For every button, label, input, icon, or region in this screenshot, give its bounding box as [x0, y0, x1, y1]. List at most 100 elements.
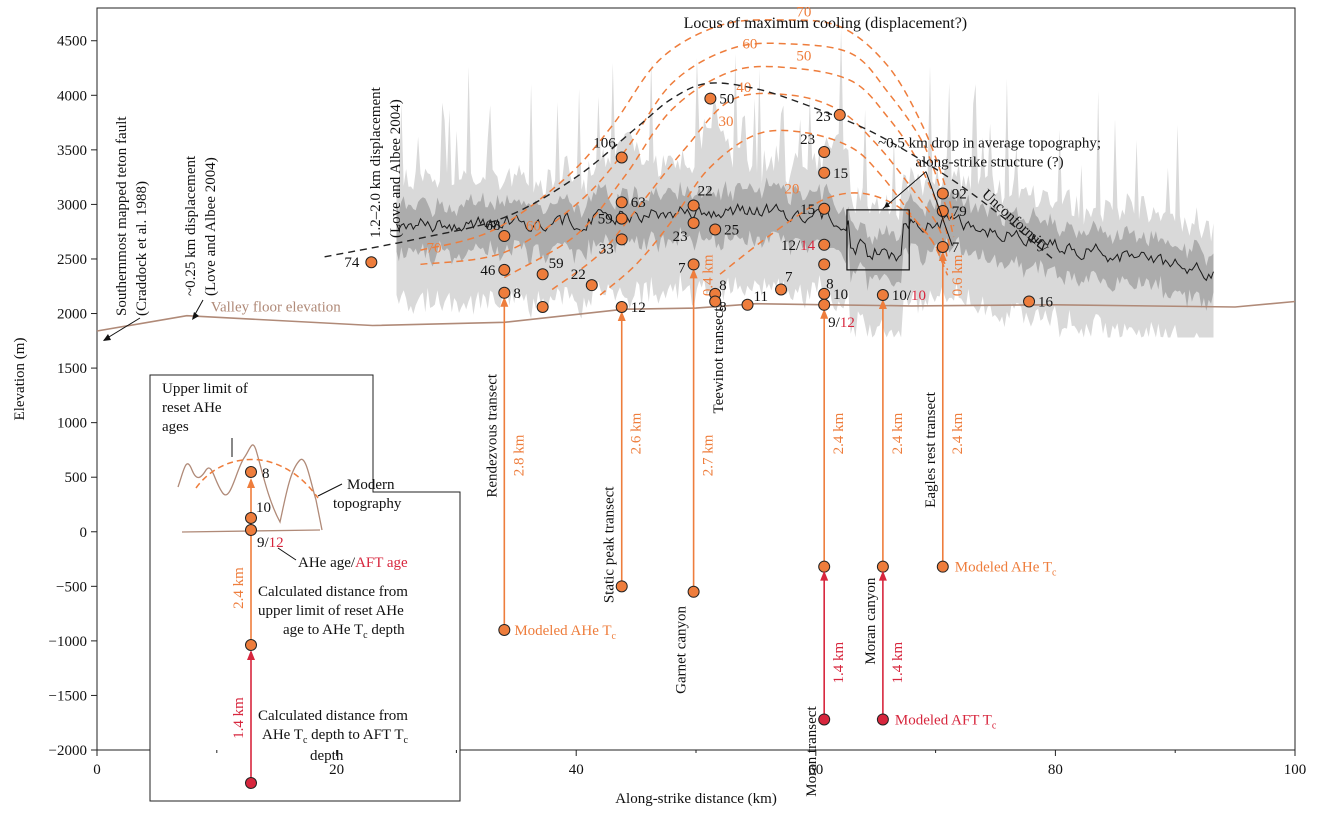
- sample-point: [615, 196, 628, 209]
- sample-point: [818, 166, 831, 179]
- displacement-annotation-small-2: (Love and Albee 2004): [203, 157, 219, 296]
- sample-point: [818, 287, 831, 300]
- y-tick-label: −1500: [49, 688, 87, 704]
- fault-pointer: [103, 317, 141, 341]
- topography-bands: [396, 27, 1214, 338]
- inset-reset-limit: [195, 458, 319, 499]
- sample-label: 23: [816, 109, 831, 125]
- aft-arrowhead-moran-canyon: [878, 570, 887, 581]
- inset-point-8: [245, 466, 257, 478]
- displacement-annotation-large-2: (Love and Albee 2004): [388, 99, 404, 238]
- sample-point: [365, 256, 378, 269]
- sample-point: [615, 212, 628, 225]
- sample-point: [498, 230, 511, 243]
- sample-point: [818, 258, 831, 271]
- drop-pointer-line-2: [925, 171, 953, 247]
- sample-label: 92: [952, 187, 967, 203]
- aft-arrowhead-moran-transect: [820, 570, 829, 581]
- inset-point-9: [245, 524, 257, 536]
- inset-ahe-distance: 2.4 km: [231, 567, 247, 609]
- y-tick-label: 2000: [57, 307, 87, 323]
- isochron-label-60: 60: [742, 36, 757, 52]
- valley-floor-line: [96, 300, 1296, 332]
- sample-point: [876, 288, 889, 301]
- inset-title-3: ages: [162, 419, 189, 435]
- inset-calc2-3: depth: [310, 748, 344, 764]
- isochron-label-30: 30: [718, 114, 733, 130]
- y-tick-label: 1500: [57, 361, 87, 377]
- inset-topography: [177, 444, 323, 531]
- locus-label: Locus of maximum cooling (displacement?): [684, 15, 967, 32]
- inset-aft-arrowhead: [247, 650, 255, 660]
- fault-annotation-2: (Craddock et al. 1988): [134, 181, 150, 316]
- isochron-label-50: 50: [796, 48, 811, 64]
- inset-title-2: reset AHe: [162, 400, 222, 416]
- transect-name-garnet-canyon: Garnet canyon: [674, 605, 690, 693]
- topography-drop-label-2: along-strike structure (?): [915, 155, 1063, 171]
- y-tick-label: −500: [56, 579, 87, 595]
- inset-point-aft-tc: [245, 777, 257, 789]
- modeled-ahe-point-moran-canyon: [876, 560, 889, 573]
- y-tick-label: 3000: [57, 197, 87, 213]
- sample-label: 22: [698, 184, 713, 200]
- inset-box: [149, 374, 461, 802]
- sample-point: [818, 202, 831, 215]
- inset-legend: Upper limit of reset AHe ages Modern topogra…: [149, 374, 461, 802]
- inset-aft-distance: 1.4 km: [231, 697, 247, 739]
- aft-distance-moran-canyon: 1.4 km: [890, 642, 906, 684]
- sample-label: 8: [826, 276, 834, 292]
- transect-arrowhead-rendezvous-transect: [500, 296, 509, 307]
- y-tick-label: 4000: [57, 88, 87, 104]
- transect-arrowhead-moran-canyon: [878, 298, 887, 309]
- sample-label: 7: [785, 270, 793, 286]
- sample-point: [498, 286, 511, 299]
- modeled-aft-label: Modeled AFT Tc: [895, 712, 997, 731]
- inset-label-9-12: 9/12: [257, 535, 284, 551]
- sample-point: [741, 298, 754, 311]
- y-tick-label: −1000: [49, 634, 87, 650]
- modeled-ahe-point-rendezvous-transect: [498, 623, 511, 636]
- ahe-distance-garnet-canyon: 2.7 km: [701, 434, 717, 476]
- sample-label: 7: [678, 260, 686, 276]
- transect-name-moran-canyon: Moran canyon: [863, 577, 879, 665]
- sample-label: 46: [480, 263, 496, 279]
- sample-point: [615, 151, 628, 164]
- sample-label: 7: [952, 240, 960, 256]
- inset-calc1-3: age to AHe Tc depth: [283, 622, 405, 641]
- sample-label: 8: [719, 278, 727, 294]
- y-tick-label: 1000: [57, 416, 87, 432]
- inset-calc1-1: Calculated distance from: [258, 584, 408, 600]
- sample-label: 16: [1038, 295, 1054, 311]
- y-tick-label: 500: [65, 470, 88, 486]
- sample-point: [536, 268, 549, 281]
- modeled-ahe-point-eagles-rest-transect: [936, 560, 949, 573]
- sample-label: 33: [599, 241, 614, 257]
- ahe-distance-static-peak-transect: 2.6 km: [629, 412, 645, 454]
- modeled-ahe-point-moran-transect: [818, 560, 831, 573]
- sample-label: 9/12: [828, 315, 855, 331]
- displacement-pointer-head: [192, 312, 199, 320]
- ahe-distance-rendezvous-transect: 2.8 km: [511, 434, 527, 476]
- fault-pointer-head: [103, 334, 111, 341]
- isochron-50: [503, 65, 951, 279]
- isochron-70: [420, 19, 955, 251]
- mean-topography-band: [396, 177, 1214, 311]
- sample-label: 22: [571, 267, 586, 283]
- x-axis-label: Along-strike distance (km): [615, 791, 777, 807]
- sample-label: 59: [598, 212, 613, 228]
- transect-name-eagles-rest-transect: Eagles rest transect: [923, 391, 939, 508]
- inset-calc2-1: Calculated distance from: [258, 708, 408, 724]
- sample-point: [615, 300, 628, 313]
- inset-modern-1: Modern: [347, 477, 395, 493]
- sample-point: [704, 92, 717, 105]
- sample-label: 12/14: [781, 238, 816, 254]
- ahe-distance-eagles-rest-transect: 2.4 km: [950, 412, 966, 454]
- sample-label: 59: [549, 256, 564, 272]
- transect-arrowhead-garnet-canyon: [689, 268, 698, 279]
- isochron-label-70: 70: [796, 5, 811, 21]
- valley-floor-label: Valley floor elevation: [211, 299, 341, 315]
- samples: 74 68 46 8 59 22 106 63 59 33 12 22 23 7 50 25 8 8 11 7 23 15…: [344, 92, 1053, 331]
- transect-arrowhead-eagles-rest-transect: [938, 250, 947, 261]
